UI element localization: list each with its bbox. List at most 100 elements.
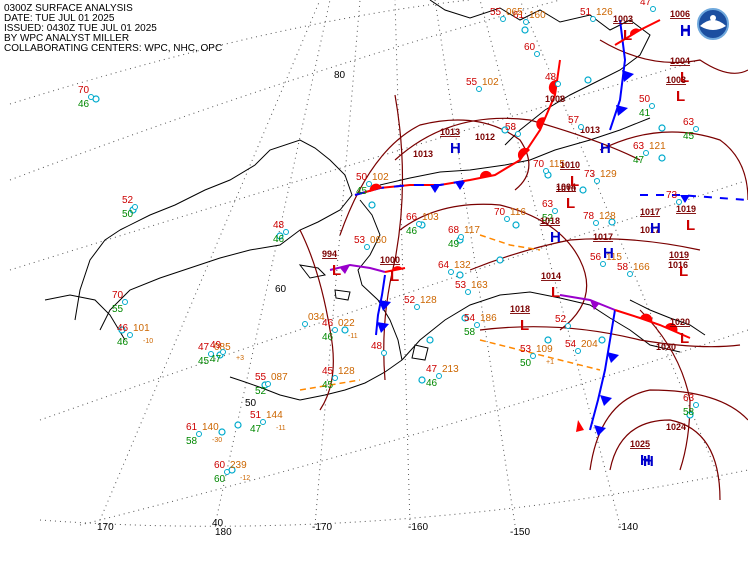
- station-circle: [208, 351, 214, 357]
- isobar-label: 1020: [656, 342, 676, 352]
- station-circle: [575, 348, 581, 354]
- isobar-1008: [399, 203, 588, 331]
- coastlines: [44, 0, 706, 401]
- low-pressure-center: L: [679, 263, 688, 280]
- low-pressure-center: L: [570, 173, 579, 190]
- station-plot: 63 47 121: [633, 141, 666, 166]
- station-circle: [594, 178, 600, 184]
- map-header: 0300Z SURFACE ANALYSIS DATE: TUE JUL 01 …: [4, 4, 222, 54]
- pressure-center-value: 1017: [640, 207, 660, 217]
- station-temperature: 66: [406, 212, 418, 223]
- occluded-front-symbol: [340, 265, 350, 274]
- station-pressure: 121: [649, 141, 666, 152]
- coast-southeast-alaska: [629, 299, 706, 336]
- station-plot: 56 115: [590, 252, 622, 267]
- cold-front-tooth: [622, 70, 634, 82]
- latitude-label: 50: [245, 398, 257, 409]
- station-plot: 55 065: [490, 7, 523, 22]
- station-circle: [196, 431, 202, 437]
- station-pressure: 166: [633, 262, 650, 273]
- station-circle: [118, 326, 126, 334]
- station-circle: [693, 126, 699, 132]
- station-dewpoint: 47: [633, 155, 645, 166]
- station-pressure: 101: [133, 323, 150, 334]
- isobar-1013-north: [394, 117, 641, 161]
- stationary-front-canada: [640, 194, 748, 201]
- low-pressure-center: L: [332, 262, 341, 279]
- coast-kamchatka: [44, 294, 126, 341]
- low-pressure-center: L: [676, 88, 685, 105]
- station-pressure: 103: [422, 212, 439, 223]
- station-temperature: 49: [210, 340, 222, 351]
- station-plot: 57: [568, 115, 584, 130]
- isobar-label: 1013: [580, 125, 600, 135]
- station-dewpoint: 47: [250, 424, 262, 435]
- station-plot: 70 116: [494, 207, 526, 222]
- isobar-west: [299, 229, 334, 411]
- station-temperature: 70: [112, 290, 124, 301]
- coast-kodiak: [411, 344, 429, 361]
- station-circle: [555, 81, 561, 87]
- station-plot: 61 160: [513, 10, 546, 25]
- graticule-labels: 80 60 50 40 170 180 -170 -160 -150 -140: [97, 70, 638, 538]
- station-pressure-tendency: +3: [236, 355, 244, 362]
- station-plot: 50 45 102: [356, 172, 389, 197]
- station-dewpoint: 46: [406, 226, 418, 237]
- trough-gulf: [479, 339, 601, 371]
- coast-nunivak: [334, 289, 351, 301]
- coast-western-alaska: [357, 199, 403, 361]
- high-pressure-center: H: [603, 245, 614, 262]
- station-temperature: 73: [666, 190, 678, 201]
- station-circle: [650, 6, 656, 12]
- station-circle: [598, 336, 606, 344]
- longitude-label: -170: [312, 522, 332, 533]
- meridian-m150: [434, 0, 516, 526]
- station-dewpoint: 45: [356, 186, 368, 197]
- warm-front-bering: [384, 267, 406, 273]
- isobar-1020: [479, 326, 741, 348]
- station-pressure: 109: [536, 344, 553, 355]
- high-pressure-center: H: [680, 23, 691, 40]
- low-pressure-center: L: [686, 217, 695, 234]
- station-pressure-tendency: -12: [240, 475, 250, 482]
- pressure-centers: H1006L1003HL1004L1003H1013HL1004L1010H10…: [322, 9, 696, 470]
- station-plot: 55 52 087: [255, 372, 288, 397]
- station-temperature: 45: [322, 366, 334, 377]
- station-temperature: 51: [250, 410, 262, 421]
- station-dewpoint: 50: [122, 209, 134, 220]
- station-dewpoint: 58: [186, 436, 198, 447]
- latitude-label: 40: [212, 518, 224, 529]
- cold-front-tooth: [680, 195, 690, 203]
- station-plot: 45 45 128: [322, 366, 355, 391]
- meridian-180: [214, 0, 331, 526]
- station-circle: [521, 26, 529, 34]
- station-temperature: 47: [640, 0, 652, 8]
- station-markers: [92, 26, 694, 474]
- station-plot: 52: [555, 314, 571, 329]
- isobar-label: 1010: [556, 184, 576, 194]
- station-temperature: 58: [505, 122, 517, 133]
- coast-st-lawrence-island: [298, 264, 327, 279]
- station-plot: 73 129: [584, 169, 617, 184]
- station-temperature: 60: [214, 460, 226, 471]
- station-pressure: 239: [230, 460, 247, 471]
- warm-front-bump: [479, 170, 492, 178]
- station-temperature: 68: [448, 225, 460, 236]
- isobar-1025-ring: [609, 419, 721, 501]
- station-temperature: 58: [617, 262, 629, 273]
- station-circle: [476, 86, 482, 92]
- station-dewpoint: 58: [464, 327, 476, 338]
- station-plot: 78 128: [583, 211, 616, 226]
- station-temperature: 60: [524, 42, 536, 53]
- station-dewpoint: 55: [112, 304, 124, 315]
- meridian-m130: [519, 0, 721, 481]
- station-pressure: 102: [372, 172, 389, 183]
- station-temperature: 47: [198, 342, 210, 353]
- station-plot: 46 46 101 -10: [117, 323, 153, 348]
- station-circle: [456, 271, 464, 279]
- station-plot: 46 46 022 -11: [322, 318, 358, 343]
- station-plot: 66 46 103: [406, 212, 439, 237]
- longitude-label: 180: [215, 527, 232, 538]
